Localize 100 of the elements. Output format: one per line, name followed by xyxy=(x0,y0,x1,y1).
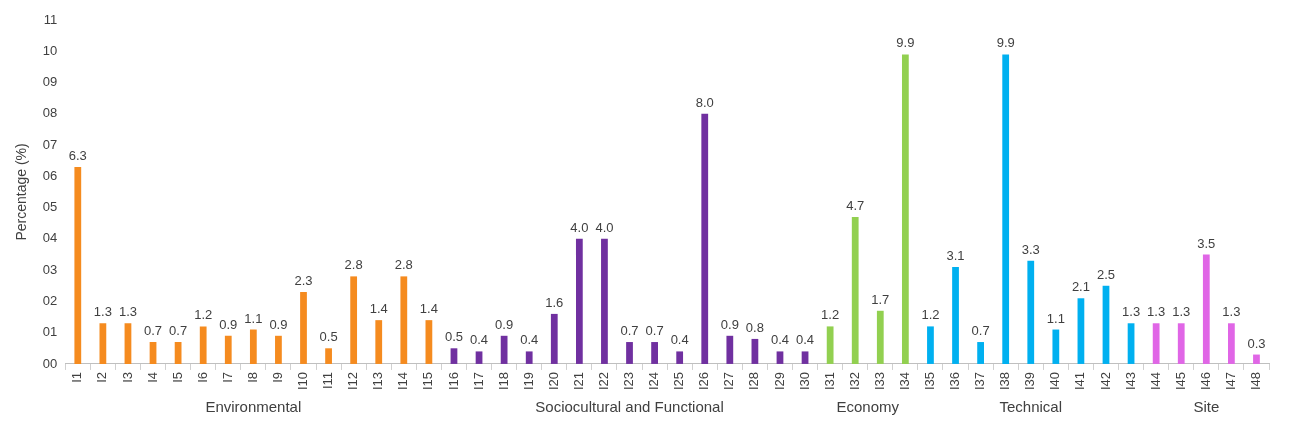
data-label: 0.7 xyxy=(645,323,664,339)
bar xyxy=(701,113,709,364)
x-tick-label: I36 xyxy=(947,371,963,391)
x-tick-label: I32 xyxy=(846,371,862,391)
x-tick-label: I8 xyxy=(244,371,260,383)
data-label: 4.7 xyxy=(846,198,865,214)
y-tick-label: 05 xyxy=(42,199,58,215)
x-tick-label: I26 xyxy=(696,371,712,391)
x-tick-label: I18 xyxy=(495,371,511,391)
x-tick-label: I1 xyxy=(69,371,85,383)
bar xyxy=(851,216,859,364)
x-tick-label: I27 xyxy=(721,371,737,391)
data-label: 4.0 xyxy=(570,219,589,235)
bar xyxy=(300,292,307,364)
bar xyxy=(726,335,734,364)
bar xyxy=(1002,54,1010,364)
bar xyxy=(500,335,508,364)
y-tick-label: 09 xyxy=(42,74,58,90)
x-tick-label: I15 xyxy=(420,371,436,391)
bar xyxy=(601,238,608,364)
data-label: 2.8 xyxy=(394,257,413,273)
y-axis-title: Percentage (%) xyxy=(13,143,30,241)
x-tick-label: I25 xyxy=(671,371,687,391)
bar xyxy=(575,238,583,364)
bar xyxy=(550,313,558,364)
bar xyxy=(876,310,884,364)
x-tick-label: I13 xyxy=(370,371,386,391)
data-label: 2.3 xyxy=(294,273,313,289)
x-tick-label: I41 xyxy=(1072,371,1088,391)
x-tick-label: I33 xyxy=(871,371,887,391)
y-tick-label: 08 xyxy=(42,105,58,121)
bar xyxy=(74,166,82,364)
x-tick-label: I39 xyxy=(1022,371,1038,391)
bar xyxy=(1027,260,1035,364)
data-label: 1.3 xyxy=(1222,304,1241,320)
bar xyxy=(1253,354,1260,364)
data-label: 1.3 xyxy=(118,304,137,320)
bar xyxy=(801,351,809,364)
x-tick-label: I48 xyxy=(1248,371,1264,391)
x-tick-label: I14 xyxy=(395,371,411,391)
text: Technical xyxy=(999,398,1063,416)
x-tick-label: I34 xyxy=(896,371,912,391)
data-label: 2.5 xyxy=(1096,266,1116,282)
bar xyxy=(927,326,934,364)
x-tick-label: I12 xyxy=(345,371,361,391)
x-tick-label: I47 xyxy=(1222,371,1238,391)
data-label: 1.3 xyxy=(1172,304,1191,320)
data-label: 0.4 xyxy=(470,332,489,348)
data-label: 1.2 xyxy=(821,307,840,323)
data-label: 0.7 xyxy=(143,323,163,339)
data-label: 4.0 xyxy=(595,219,614,235)
x-tick-label: I11 xyxy=(320,371,336,390)
x-tick-label: I16 xyxy=(445,371,461,391)
data-label: 1.3 xyxy=(1122,304,1141,320)
x-tick-label: I37 xyxy=(972,371,988,391)
x-tick-label: I35 xyxy=(922,371,938,391)
x-tick-label: I38 xyxy=(997,371,1013,391)
bar xyxy=(651,342,658,364)
x-tick-label: I19 xyxy=(520,371,536,391)
data-label: 0.4 xyxy=(670,332,689,348)
data-label: 1.4 xyxy=(419,301,438,317)
x-tick-label: I45 xyxy=(1172,371,1188,391)
y-tick-label: 04 xyxy=(42,230,58,246)
data-label: 2.8 xyxy=(344,257,363,273)
bar xyxy=(776,351,784,364)
x-tick-label: I21 xyxy=(570,371,586,391)
bar xyxy=(1177,323,1185,364)
bar xyxy=(99,323,107,364)
data-label: 1.2 xyxy=(194,307,213,323)
text: Economy xyxy=(836,398,900,416)
y-tick-label: 10 xyxy=(42,42,58,58)
data-label: 9.9 xyxy=(896,35,915,51)
bar xyxy=(977,342,984,364)
data-label: 0.9 xyxy=(720,316,739,332)
y-tick-label: 02 xyxy=(42,292,58,308)
data-label: 0.5 xyxy=(319,329,338,345)
data-label: 1.1 xyxy=(244,310,263,326)
x-tick-label: I44 xyxy=(1147,371,1163,391)
data-label: 3.1 xyxy=(946,248,965,264)
x-tick-label: I5 xyxy=(169,371,185,383)
x-tick-label: I43 xyxy=(1122,371,1138,391)
data-label: 0.7 xyxy=(971,323,990,339)
data-label: 3.3 xyxy=(1021,241,1040,257)
text: Environmental xyxy=(205,398,302,416)
x-tick-label: I17 xyxy=(470,371,486,391)
bar xyxy=(199,326,207,364)
x-tick-label: I7 xyxy=(219,371,235,383)
bar xyxy=(350,276,358,364)
data-label: 3.5 xyxy=(1197,235,1216,251)
bar xyxy=(375,320,383,364)
bar xyxy=(224,335,232,364)
data-label: 0.8 xyxy=(745,319,764,335)
bar xyxy=(1202,254,1210,364)
bar xyxy=(826,326,834,364)
data-label: 0.7 xyxy=(169,323,188,339)
data-label: 2.1 xyxy=(1071,279,1090,295)
data-label: 0.3 xyxy=(1247,335,1266,351)
x-tick-label: I31 xyxy=(821,371,837,391)
y-tick-label: 00 xyxy=(42,355,58,371)
x-tick-label: I24 xyxy=(646,371,662,391)
